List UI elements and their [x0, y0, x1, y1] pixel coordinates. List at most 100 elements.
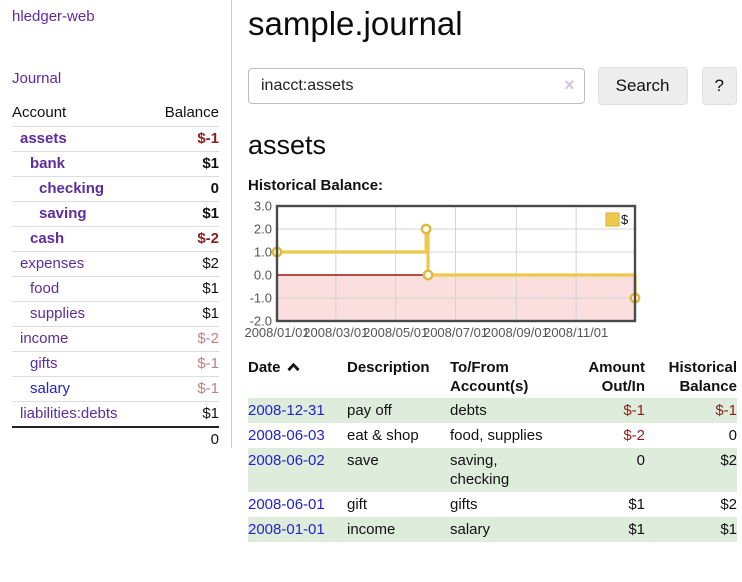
account-row: income $-2	[12, 326, 219, 352]
account-link[interactable]: saving	[39, 205, 87, 222]
transaction-amount: 0	[636, 452, 645, 469]
transaction-balance: $2	[720, 452, 737, 469]
account-row: expenses $2	[12, 251, 219, 277]
account-cell: gifts	[12, 351, 149, 377]
account-balance: $1	[148, 151, 219, 177]
transaction-row: 2008-01-01 income salary $1 $1	[248, 517, 737, 542]
account-link[interactable]: supplies	[30, 305, 86, 322]
transaction-date-cell: 2008-06-01	[248, 492, 347, 517]
main-content: sample.journal × Search ? assets Histori…	[244, 0, 737, 542]
account-row: saving $1	[12, 201, 219, 227]
account-row: bank $1	[12, 151, 219, 177]
register-table: Date Description To/From Account(s) Amou…	[248, 356, 737, 542]
transaction-balance: $1	[720, 521, 737, 538]
transaction-amount: $-1	[623, 402, 645, 419]
transaction-row: 2008-06-02 save saving, checking 0 $2	[248, 448, 737, 492]
transaction-accounts: gifts	[450, 496, 478, 513]
sidebar: hledger-web Journal Account Balance asse…	[0, 0, 232, 451]
transaction-date-link[interactable]: 2008-06-03	[248, 427, 325, 444]
search-input[interactable]	[248, 68, 585, 104]
account-cell: cash	[12, 226, 149, 252]
transaction-row: 2008-12-31 pay off debts $-1 $-1	[248, 398, 737, 423]
chart-legend-swatch	[605, 212, 620, 227]
transaction-date-link[interactable]: 2008-01-01	[248, 521, 325, 538]
register-header-description: Description	[347, 359, 430, 376]
transaction-date-link[interactable]: 2008-12-31	[248, 402, 325, 419]
transaction-balance: $2	[720, 496, 737, 513]
account-link[interactable]: cash	[30, 230, 65, 247]
transaction-balance: $-1	[715, 402, 737, 419]
account-link[interactable]: assets	[20, 130, 67, 147]
account-link[interactable]: expenses	[20, 255, 85, 272]
transaction-amount: $1	[628, 496, 645, 513]
search-input-wrap: ×	[248, 68, 585, 104]
account-row: gifts $-1	[12, 351, 219, 377]
account-balance: $-2	[148, 226, 219, 252]
transaction-amount: $1	[628, 521, 645, 538]
transaction-description: pay off	[347, 402, 392, 419]
chart-xtick-label: 2008/09/01	[484, 325, 549, 340]
account-balance: $-1	[148, 351, 219, 377]
accounts-table: Account Balance assets $-1 bank $1 checking 0…	[12, 102, 219, 451]
account-balance: $-1	[148, 376, 219, 402]
account-cell: supplies	[12, 301, 149, 327]
accounts-header-balance: Balance	[164, 104, 219, 121]
account-row: cash $-2	[12, 226, 219, 252]
chart-title: Historical Balance:	[248, 177, 384, 194]
account-balance: $1	[148, 301, 219, 327]
transaction-date-link[interactable]: 2008-06-01	[248, 496, 325, 513]
account-cell: expenses	[12, 251, 149, 277]
account-balance: $-1	[148, 126, 219, 152]
transaction-date-cell: 2008-12-31	[248, 398, 347, 423]
register-header-date[interactable]: Date	[248, 356, 347, 398]
account-link[interactable]: liabilities:debts	[20, 405, 118, 422]
register-header-balance: Historical Balance	[668, 359, 737, 395]
chart-data-marker	[422, 269, 434, 281]
account-balance: $1	[148, 401, 219, 427]
register-header-accounts: To/From Account(s)	[450, 359, 529, 395]
account-balance: $2	[148, 251, 219, 277]
chart-xtick-label: 2008/01/01	[244, 325, 309, 340]
chart-ytick-label: -1.0	[250, 291, 272, 306]
account-balance: 0	[148, 176, 219, 202]
account-cell: income	[12, 326, 149, 352]
account-balance: $1	[148, 276, 219, 302]
account-row: supplies $1	[12, 301, 219, 327]
transaction-balance: 0	[728, 427, 737, 444]
transaction-date-cell: 2008-01-01	[248, 517, 347, 542]
search-button[interactable]: Search	[597, 67, 688, 105]
chart-xtick-label: 2008/03/01	[303, 325, 368, 340]
sidebar-item-journal[interactable]: Journal	[12, 70, 62, 87]
clear-search-icon[interactable]: ×	[564, 75, 575, 95]
transaction-row: 2008-06-01 gift gifts $1 $2	[248, 492, 737, 517]
sort-ascending-icon	[287, 358, 300, 377]
transaction-row: 2008-06-03 eat & shop food, supplies $-2 0	[248, 423, 737, 448]
account-link[interactable]: salary	[30, 380, 71, 397]
chart-xtick-label: 2008/05/01	[363, 325, 428, 340]
accounts-total-row: 0	[12, 426, 219, 451]
transaction-description: save	[347, 452, 379, 469]
account-row: food $1	[12, 276, 219, 302]
transaction-date-link[interactable]: 2008-06-02	[248, 452, 325, 469]
account-heading: assets	[248, 130, 327, 160]
account-cell: saving	[12, 201, 149, 227]
account-row: liabilities:debts $1	[12, 401, 219, 427]
chart-border	[275, 204, 637, 323]
transaction-description: gift	[347, 496, 368, 513]
transaction-description: income	[347, 521, 396, 538]
account-row: assets $-1	[12, 126, 219, 152]
account-link[interactable]: food	[30, 280, 60, 297]
help-button[interactable]: ?	[701, 67, 737, 105]
account-link[interactable]: gifts	[30, 355, 58, 372]
account-cell: checking	[12, 176, 149, 202]
accounts-header-row: Account Balance	[12, 102, 219, 127]
search-form: × Search ?	[248, 67, 737, 105]
account-link[interactable]: bank	[30, 155, 66, 172]
account-link[interactable]: income	[20, 330, 69, 347]
account-row: salary $-1	[12, 376, 219, 402]
app-title-link[interactable]: hledger-web	[12, 8, 95, 25]
account-link[interactable]: checking	[39, 180, 105, 197]
account-balance: $1	[148, 201, 219, 227]
transaction-date-cell: 2008-06-03	[248, 423, 347, 448]
date-header-label: Date	[248, 359, 281, 376]
